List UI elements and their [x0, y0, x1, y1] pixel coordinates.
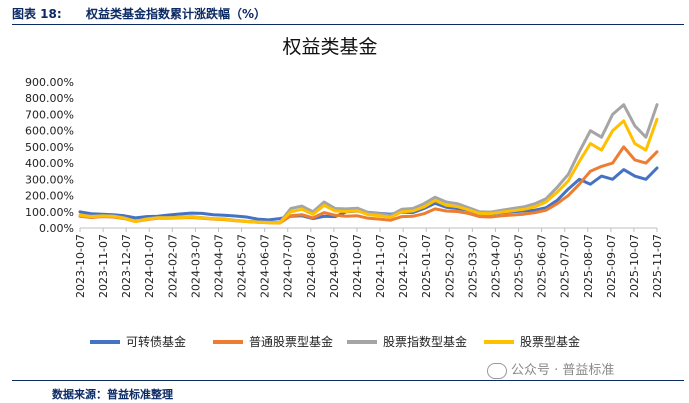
y-tick-label: 300.00% [25, 173, 74, 186]
legend-label: 可转债基金 [126, 334, 186, 349]
figure-title: 权益类基金指数累计涨跌幅（%） [86, 7, 267, 21]
x-tick-label: 2024-08-07 [305, 234, 318, 298]
legend: 可转债基金 普通股票型基金 股票指数型基金 股票型基金 [90, 334, 580, 349]
x-tick-label: 2025-11-07 [651, 234, 664, 298]
series-line [78, 117, 659, 225]
x-tick-label: 2024-06-07 [259, 234, 272, 298]
x-axis: 2023-10-07 2023-11-07 2023-12-07 2024-01-07… [74, 227, 664, 298]
x-tick-label: 2025-05-07 [513, 234, 526, 298]
y-tick-label: 900.00% [25, 76, 74, 89]
figure-header: 图表 18: 权益类基金指数累计涨跌幅（%） [12, 2, 684, 25]
x-tick-label: 2024-11-07 [374, 234, 387, 298]
figure-footer: 数据来源：普益标准整理 [12, 380, 684, 401]
x-tick-label: 2024-05-07 [236, 234, 249, 298]
x-tick-label: 2025-07-07 [559, 234, 572, 298]
x-tick-label: 2024-03-07 [189, 234, 202, 298]
y-tick-label: 100.00% [25, 206, 74, 219]
y-tick-label: 200.00% [25, 190, 74, 203]
chart-title: 权益类基金 [282, 36, 377, 58]
x-tick-label: 2025-09-07 [605, 234, 618, 298]
wechat-icon [487, 362, 507, 379]
y-tick-label: 0.00% [39, 222, 74, 235]
x-tick-label: 2025-06-07 [536, 234, 549, 298]
legend-label: 普通股票型基金 [249, 334, 333, 349]
x-tick-label: 2025-03-07 [466, 234, 479, 298]
watermark: 公众号 · 普益标准 [487, 359, 614, 379]
legend-label: 股票指数型基金 [383, 334, 467, 349]
legend-label: 股票型基金 [520, 334, 580, 349]
x-tick-label: 2024-07-07 [282, 234, 295, 298]
x-tick-label: 2024-02-07 [166, 234, 179, 298]
figure-number: 图表 18: [12, 7, 62, 21]
x-tick-label: 2023-12-07 [120, 234, 133, 298]
x-tick-label: 2025-08-07 [582, 234, 595, 298]
x-tick-label: 2024-09-07 [328, 234, 341, 298]
x-tick-label: 2025-01-07 [420, 234, 433, 298]
x-tick-label: 2025-10-07 [628, 234, 641, 298]
data-source: 数据来源：普益标准整理 [52, 388, 173, 401]
y-axis: 0.00% 100.00% 200.00% 300.00% 400.00% 500.00%… [25, 76, 74, 235]
y-tick-label: 500.00% [25, 141, 74, 154]
y-tick-label: 600.00% [25, 125, 74, 138]
y-tick-label: 400.00% [25, 157, 74, 170]
y-tick-label: 700.00% [25, 108, 74, 121]
x-tick-label: 2024-01-07 [143, 234, 156, 298]
x-tick-label: 2023-10-07 [74, 234, 87, 298]
watermark-text: 公众号 · 普益标准 [511, 363, 615, 378]
x-tick-label: 2025-04-07 [489, 234, 502, 298]
x-tick-label: 2025-02-07 [443, 234, 456, 298]
series-line [78, 103, 659, 225]
x-tick-label: 2024-10-07 [351, 234, 364, 298]
x-tick-label: 2023-11-07 [97, 234, 110, 298]
series-lines [78, 103, 659, 225]
y-tick-label: 800.00% [25, 92, 74, 105]
x-tick-label: 2024-12-07 [397, 234, 410, 298]
x-tick-label: 2024-04-07 [212, 234, 225, 298]
